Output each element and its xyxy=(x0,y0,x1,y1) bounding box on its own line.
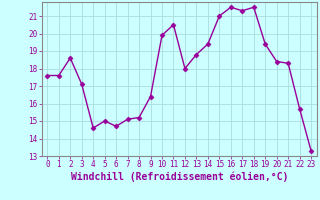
X-axis label: Windchill (Refroidissement éolien,°C): Windchill (Refroidissement éolien,°C) xyxy=(70,172,288,182)
